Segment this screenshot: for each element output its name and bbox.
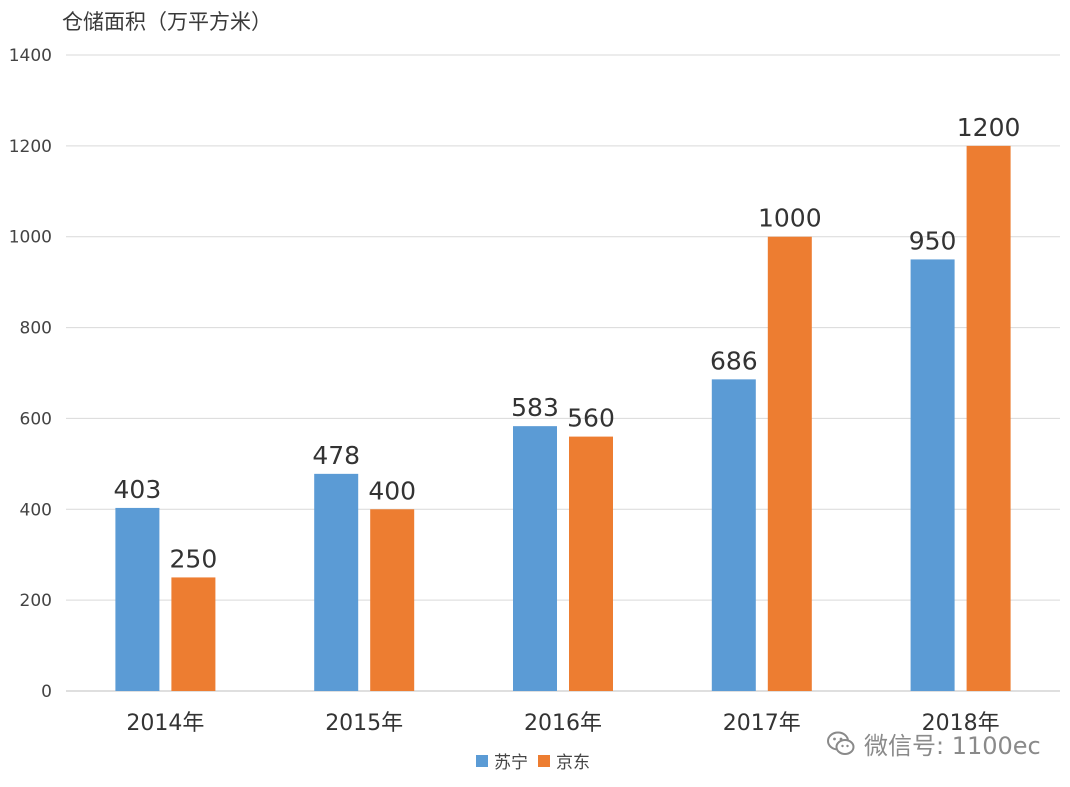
y-axis-label: 仓储面积（万平方米） bbox=[62, 10, 272, 34]
y-tick-label: 800 bbox=[20, 319, 52, 339]
data-label: 686 bbox=[710, 346, 758, 375]
y-tick-label: 200 bbox=[20, 591, 52, 611]
legend-swatch-suning bbox=[476, 754, 488, 767]
y-tick-label: 0 bbox=[41, 682, 52, 702]
x-tick-label: 2017年 bbox=[723, 711, 801, 736]
y-tick-label: 400 bbox=[20, 500, 52, 520]
bar-suning bbox=[910, 259, 955, 691]
wechat-icon bbox=[827, 731, 855, 755]
data-label: 1000 bbox=[758, 204, 822, 233]
bar-jd bbox=[966, 145, 1011, 691]
bar-suning bbox=[711, 379, 756, 691]
bar-suning bbox=[314, 473, 359, 691]
bar-jd bbox=[569, 436, 613, 691]
x-tick-label: 2015年 bbox=[325, 711, 403, 736]
y-tick-label: 1200 bbox=[9, 137, 52, 157]
legend: 苏宁 京东 bbox=[476, 748, 590, 773]
bar-suning bbox=[115, 507, 160, 691]
data-label: 583 bbox=[511, 393, 559, 422]
x-tick-label: 2014年 bbox=[126, 711, 204, 736]
watermark: 微信号: 1100ec bbox=[826, 726, 1041, 761]
data-label: 400 bbox=[368, 476, 416, 505]
data-label: 560 bbox=[567, 404, 615, 433]
data-label: 478 bbox=[312, 441, 360, 470]
bar-suning bbox=[513, 426, 557, 691]
legend-item-suning: 苏宁 bbox=[476, 748, 528, 773]
legend-label-suning: 苏宁 bbox=[494, 753, 528, 773]
watermark-text: 微信号: 1100ec bbox=[864, 732, 1041, 760]
legend-swatch-jd bbox=[538, 754, 550, 767]
data-label: 1200 bbox=[957, 113, 1021, 142]
legend-label-jd: 京东 bbox=[556, 753, 590, 773]
x-tick-label: 2016年 bbox=[524, 711, 602, 736]
data-label: 250 bbox=[170, 544, 218, 573]
data-label: 950 bbox=[909, 226, 957, 255]
x-tick-label: 2018年 bbox=[922, 711, 1000, 736]
y-tick-label: 1000 bbox=[9, 228, 52, 248]
bar-jd bbox=[767, 236, 812, 691]
legend-item-jd: 京东 bbox=[538, 748, 590, 773]
bar-jd bbox=[370, 509, 415, 691]
y-tick-label: 1400 bbox=[9, 46, 52, 66]
bar-jd bbox=[171, 577, 216, 691]
data-label: 403 bbox=[114, 475, 162, 504]
y-tick-label: 600 bbox=[20, 409, 52, 429]
